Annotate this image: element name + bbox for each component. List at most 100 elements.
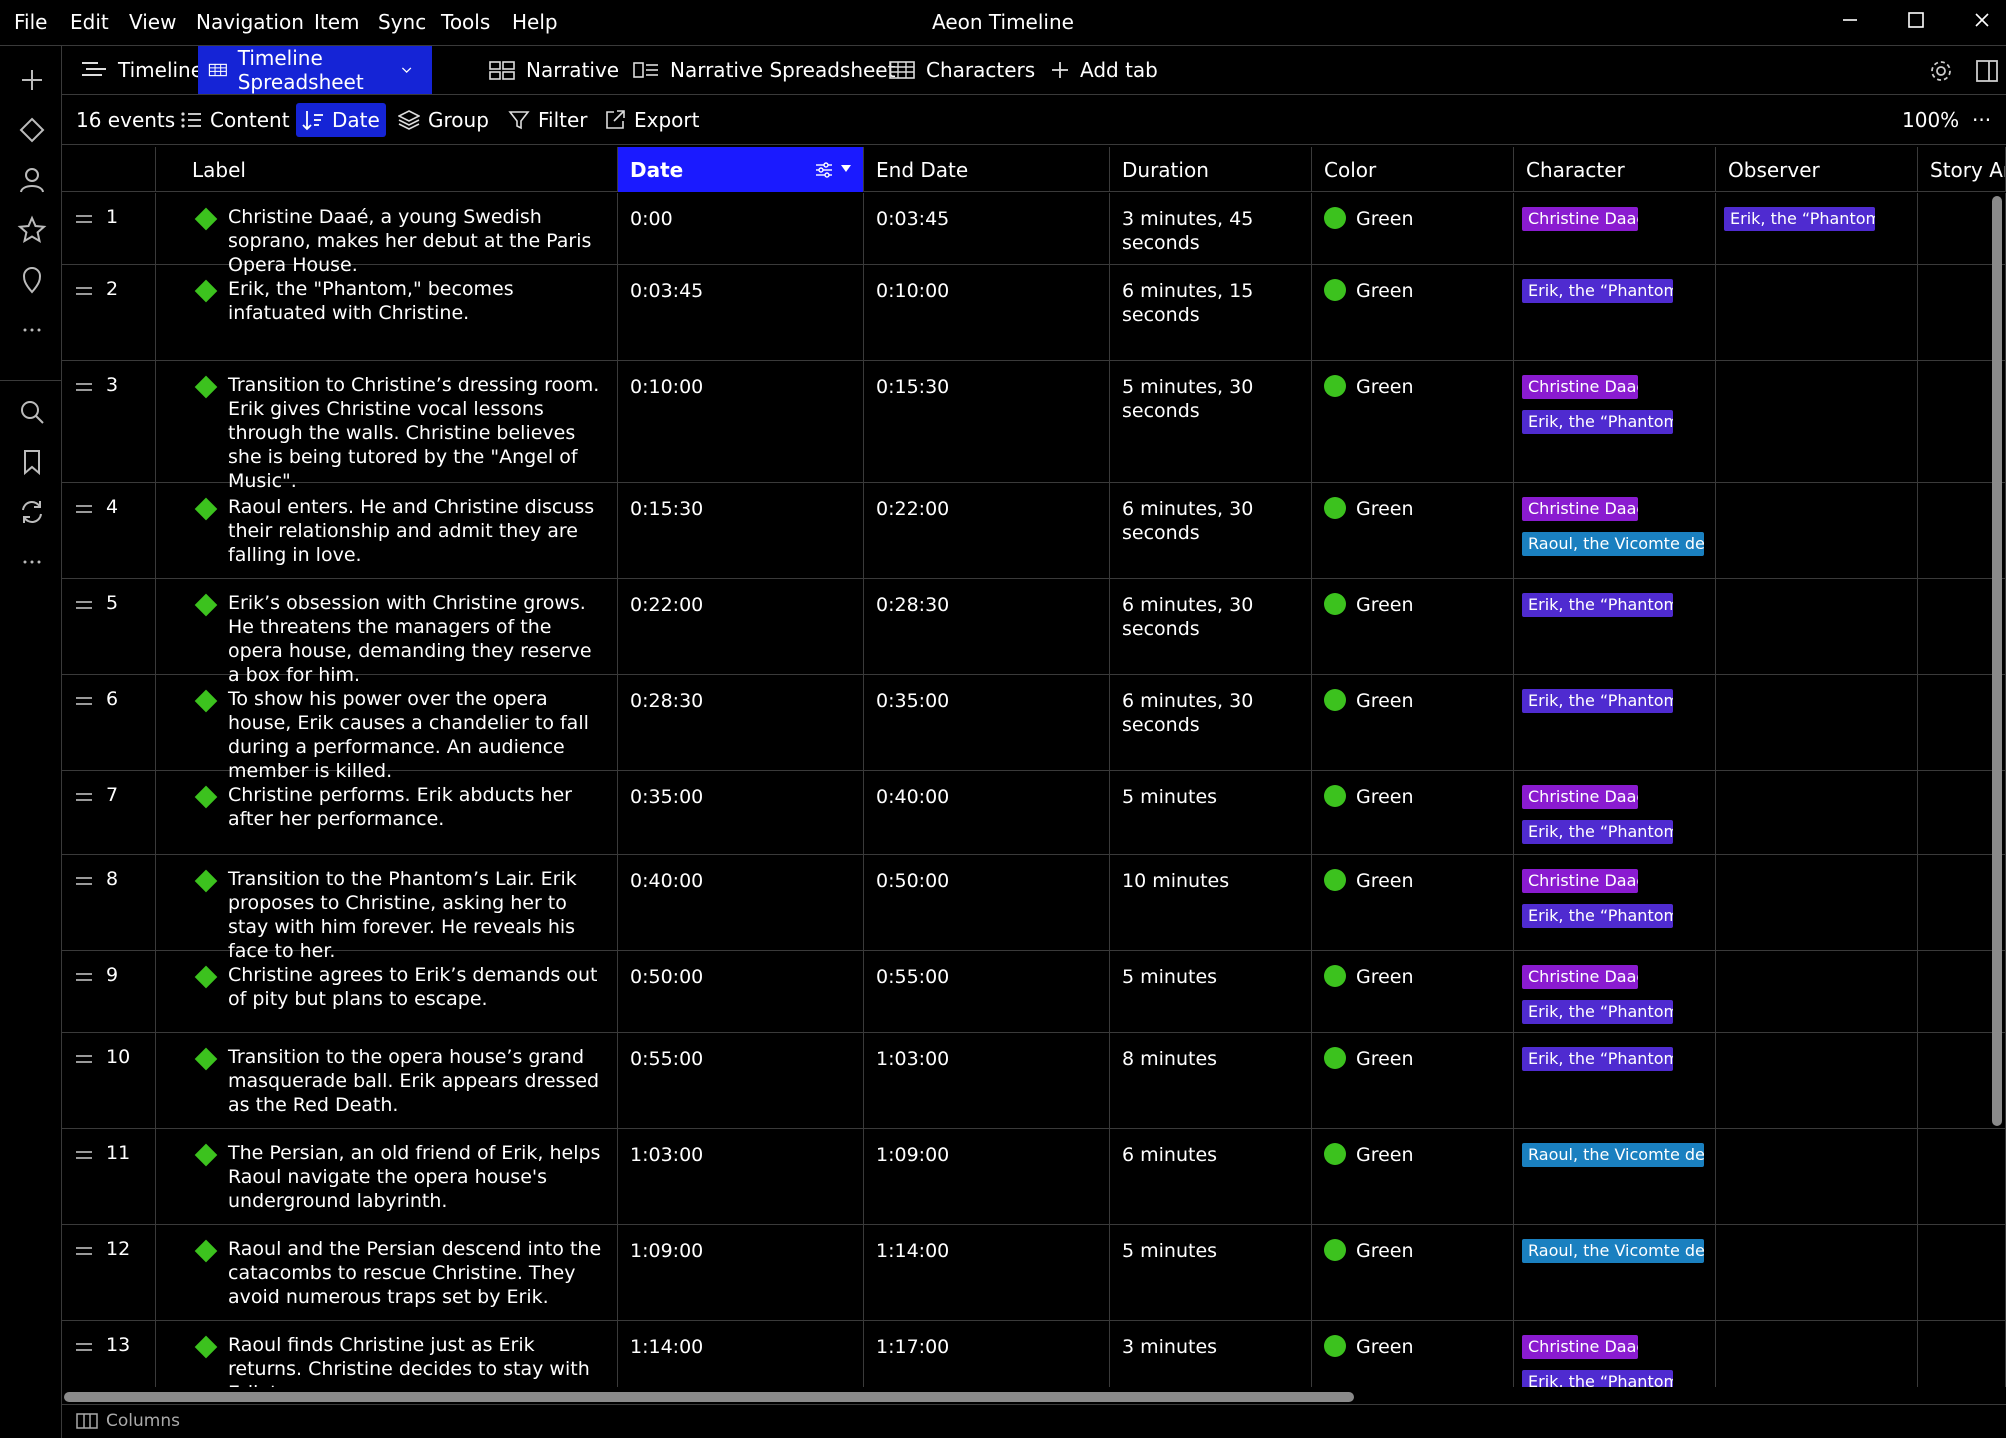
date-cell[interactable]: 1:09:00 xyxy=(618,1225,864,1320)
bookmark-icon[interactable] xyxy=(16,446,48,478)
label-cell[interactable]: Christine agrees to Erik’s demands out o… xyxy=(156,951,618,1032)
character-tag-raoul[interactable]: Raoul, the Vicomte de Chagny xyxy=(1522,1239,1704,1263)
tab-timeline[interactable]: Timeline xyxy=(70,46,213,94)
color-cell[interactable]: Green xyxy=(1312,265,1514,360)
table-row[interactable]: 12 Raoul and the Persian descend into the… xyxy=(62,1225,2006,1321)
add-icon[interactable] xyxy=(16,64,48,96)
menu-tools[interactable]: Tools xyxy=(441,10,491,34)
observer-cell[interactable] xyxy=(1716,1225,1918,1320)
character-tag-raoul[interactable]: Raoul, the Vicomte de Chagny xyxy=(1522,532,1704,556)
drag-handle-icon[interactable] xyxy=(76,287,92,295)
character-tag-christine[interactable]: Christine Daaé xyxy=(1522,785,1638,809)
duration-cell[interactable]: 3 minutes xyxy=(1110,1321,1312,1387)
character-tag-raoul[interactable]: Raoul, the Vicomte de Chagny xyxy=(1522,1143,1704,1167)
duration-cell[interactable]: 8 minutes xyxy=(1110,1033,1312,1128)
color-cell[interactable]: Green xyxy=(1312,361,1514,482)
character-tag-erik[interactable]: Erik, the “Phantom” xyxy=(1522,279,1673,303)
sort-down-triangle-icon[interactable] xyxy=(840,164,852,174)
observer-cell[interactable] xyxy=(1716,1129,1918,1224)
column-header-observer[interactable]: Observer xyxy=(1716,147,1918,192)
table-row[interactable]: 11 The Persian, an old friend of Erik, he… xyxy=(62,1129,2006,1225)
duration-cell[interactable]: 3 minutes, 45 seconds xyxy=(1110,193,1312,264)
end-date-cell[interactable]: 0:50:00 xyxy=(864,855,1110,950)
duration-cell[interactable]: 5 minutes xyxy=(1110,951,1312,1032)
label-cell[interactable]: Raoul enters. He and Christine discuss t… xyxy=(156,483,618,578)
character-cell[interactable]: Erik, the “Phantom” xyxy=(1514,675,1716,770)
table-row[interactable]: 1 Christine Daaé, a young Swedish soprano… xyxy=(62,193,2006,276)
observer-cell[interactable] xyxy=(1716,1321,1918,1387)
color-cell[interactable]: Green xyxy=(1312,771,1514,854)
table-row[interactable]: 4 Raoul enters. He and Christine discuss … xyxy=(62,483,2006,579)
observer-cell[interactable] xyxy=(1716,675,1918,770)
label-cell[interactable]: Christine Daaé, a young Swedish soprano,… xyxy=(156,193,618,276)
color-cell[interactable]: Green xyxy=(1312,675,1514,770)
end-date-cell[interactable]: 0:55:00 xyxy=(864,951,1110,1032)
drag-handle-icon[interactable] xyxy=(76,1343,92,1351)
story-arc-cell[interactable] xyxy=(1918,1129,2006,1224)
chevron-down-icon[interactable] xyxy=(401,64,412,76)
menu-file[interactable]: File xyxy=(14,10,48,34)
menu-item[interactable]: Item xyxy=(314,10,360,34)
date-sort-button[interactable]: Date xyxy=(296,103,386,137)
observer-cell[interactable] xyxy=(1716,483,1918,578)
tab-timeline-spreadsheet[interactable]: Timeline Spreadsheet xyxy=(198,46,432,94)
date-cell[interactable]: 0:35:00 xyxy=(618,771,864,854)
add-tab-button[interactable]: Add tab xyxy=(1040,46,1168,94)
column-settings-icon[interactable] xyxy=(814,160,834,180)
duration-cell[interactable]: 10 minutes xyxy=(1110,855,1312,950)
side-panel-icon[interactable] xyxy=(1974,58,2000,84)
more-options-button[interactable]: ··· xyxy=(1966,103,1997,137)
end-date-cell[interactable]: 1:03:00 xyxy=(864,1033,1110,1128)
label-cell[interactable]: Transition to Christine’s dressing room.… xyxy=(156,361,618,492)
date-cell[interactable]: 1:03:00 xyxy=(618,1129,864,1224)
content-button[interactable]: Content xyxy=(174,103,296,137)
menu-edit[interactable]: Edit xyxy=(70,10,109,34)
end-date-cell[interactable]: 0:10:00 xyxy=(864,265,1110,360)
label-cell[interactable]: Erik, the "Phantom," becomes infatuated … xyxy=(156,265,618,360)
end-date-cell[interactable]: 0:03:45 xyxy=(864,193,1110,264)
vertical-scrollbar[interactable] xyxy=(1992,196,2002,1126)
column-header-story-arc[interactable]: Story Arc xyxy=(1918,147,2006,192)
menu-help[interactable]: Help xyxy=(512,10,558,34)
column-header-label[interactable]: Label xyxy=(156,147,618,192)
more-dots-icon[interactable] xyxy=(16,546,48,578)
character-tag-christine[interactable]: Christine Daaé xyxy=(1522,497,1638,521)
more-dots-icon[interactable] xyxy=(16,314,48,346)
character-tag-erik[interactable]: Erik, the “Phantom” xyxy=(1522,689,1673,713)
maximize-button[interactable] xyxy=(1896,6,1936,40)
group-button[interactable]: Group xyxy=(392,103,495,137)
date-cell[interactable]: 0:55:00 xyxy=(618,1033,864,1128)
character-cell[interactable]: Christine Daaé xyxy=(1514,193,1716,264)
observer-cell[interactable] xyxy=(1716,951,1918,1032)
export-button[interactable]: Export xyxy=(598,103,705,137)
character-tag-erik[interactable]: Erik, the “Phantom” xyxy=(1522,904,1673,928)
table-row[interactable]: 3 Transition to Christine’s dressing room… xyxy=(62,361,2006,492)
duration-cell[interactable]: 6 minutes xyxy=(1110,1129,1312,1224)
date-cell[interactable]: 0:50:00 xyxy=(618,951,864,1032)
observer-cell[interactable] xyxy=(1716,855,1918,950)
tab-characters[interactable]: Characters xyxy=(878,46,1045,94)
character-cell[interactable]: Erik, the “Phantom” xyxy=(1514,579,1716,674)
observer-cell[interactable] xyxy=(1716,579,1918,674)
menu-view[interactable]: View xyxy=(129,10,177,34)
character-tag-christine[interactable]: Christine Daaé xyxy=(1522,375,1638,399)
table-row[interactable]: 10 Transition to the opera house’s grand … xyxy=(62,1033,2006,1129)
label-cell[interactable]: Raoul finds Christine just as Erik retur… xyxy=(156,1321,618,1387)
color-cell[interactable]: Green xyxy=(1312,1225,1514,1320)
drag-handle-icon[interactable] xyxy=(76,505,92,513)
table-row[interactable]: 9 Christine agrees to Erik’s demands out … xyxy=(62,951,2006,1033)
character-cell[interactable]: Christine Daaé Erik, the “Phantom” xyxy=(1514,855,1716,950)
color-cell[interactable]: Green xyxy=(1312,193,1514,264)
end-date-cell[interactable]: 0:15:30 xyxy=(864,361,1110,482)
drag-handle-icon[interactable] xyxy=(76,973,92,981)
horizontal-scrollbar[interactable] xyxy=(64,1392,1354,1402)
table-row[interactable]: 13 Raoul finds Christine just as Erik ret… xyxy=(62,1321,2006,1387)
end-date-cell[interactable]: 0:28:30 xyxy=(864,579,1110,674)
observer-tag-erik[interactable]: Erik, the “Phantom” xyxy=(1724,207,1875,231)
story-arc-cell[interactable] xyxy=(1918,1321,2006,1387)
color-cell[interactable]: Green xyxy=(1312,1129,1514,1224)
color-cell[interactable]: Green xyxy=(1312,1321,1514,1387)
column-header-date[interactable]: Date xyxy=(618,147,864,192)
minimize-button[interactable] xyxy=(1830,6,1870,40)
gear-icon[interactable] xyxy=(1928,58,1954,84)
